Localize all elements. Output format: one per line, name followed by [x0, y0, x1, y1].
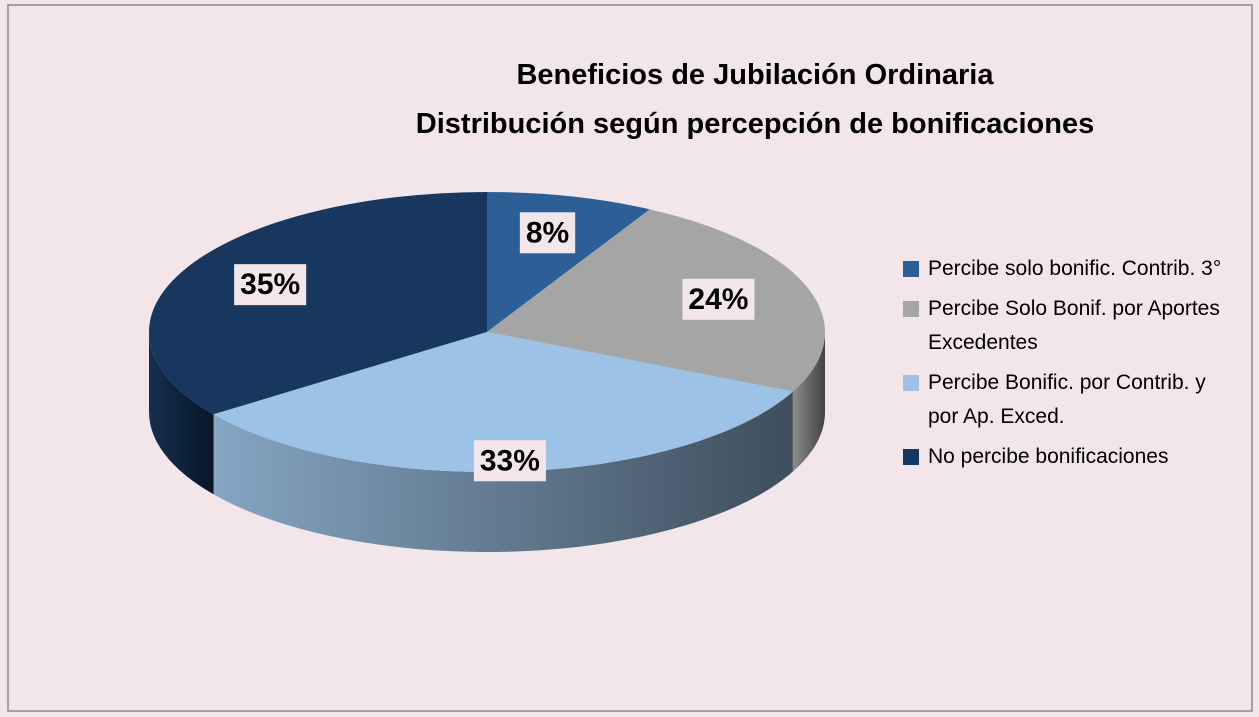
- chart-subtitle: Distribución según percepción de bonific…: [416, 108, 1094, 140]
- legend-label: Percibe solo bonific. Contrib. 3°: [928, 257, 1222, 280]
- slice-side: [213, 391, 793, 552]
- slice-side: [792, 332, 825, 472]
- data-label-box: [473, 440, 546, 482]
- data-label-box: [234, 264, 307, 306]
- legend-item: No percibe bonificaciones: [903, 440, 1243, 474]
- legend-item: Percibe Bonific. por Contrib. y por Ap. …: [903, 366, 1243, 434]
- legend-label: No percibe bonificaciones: [928, 445, 1169, 468]
- legend-item: Percibe Solo Bonif. por Aportes Excedent…: [903, 292, 1243, 360]
- legend-swatch: [903, 301, 919, 317]
- slice: [487, 209, 825, 392]
- data-labels: 8% 24% 33% 35%: [234, 212, 755, 482]
- pie-tops: [148, 192, 825, 473]
- data-label-box: [519, 212, 576, 254]
- data-label: 24%: [688, 283, 748, 316]
- data-label: 33%: [480, 444, 540, 477]
- legend-swatch: [903, 261, 919, 277]
- data-label: 35%: [240, 268, 300, 301]
- legend: Percibe solo bonific. Contrib. 3° Percibe…: [903, 252, 1243, 480]
- legend-label: Percibe Bonific. por Contrib. y por Ap. …: [928, 371, 1206, 428]
- pie-sides: [149, 332, 825, 552]
- legend-item: Percibe solo bonific. Contrib. 3°: [903, 252, 1243, 286]
- slice: [213, 332, 793, 473]
- legend-swatch: [903, 449, 919, 465]
- data-label-box: [682, 278, 755, 320]
- legend-swatch: [903, 375, 919, 391]
- data-label: 8%: [526, 216, 569, 249]
- slice: [148, 192, 487, 415]
- chart-title: Beneficios de Jubilación Ordinaria: [516, 59, 994, 91]
- slice-side: [149, 332, 214, 495]
- legend-label: Percibe Solo Bonif. por Aportes Excedent…: [928, 297, 1220, 354]
